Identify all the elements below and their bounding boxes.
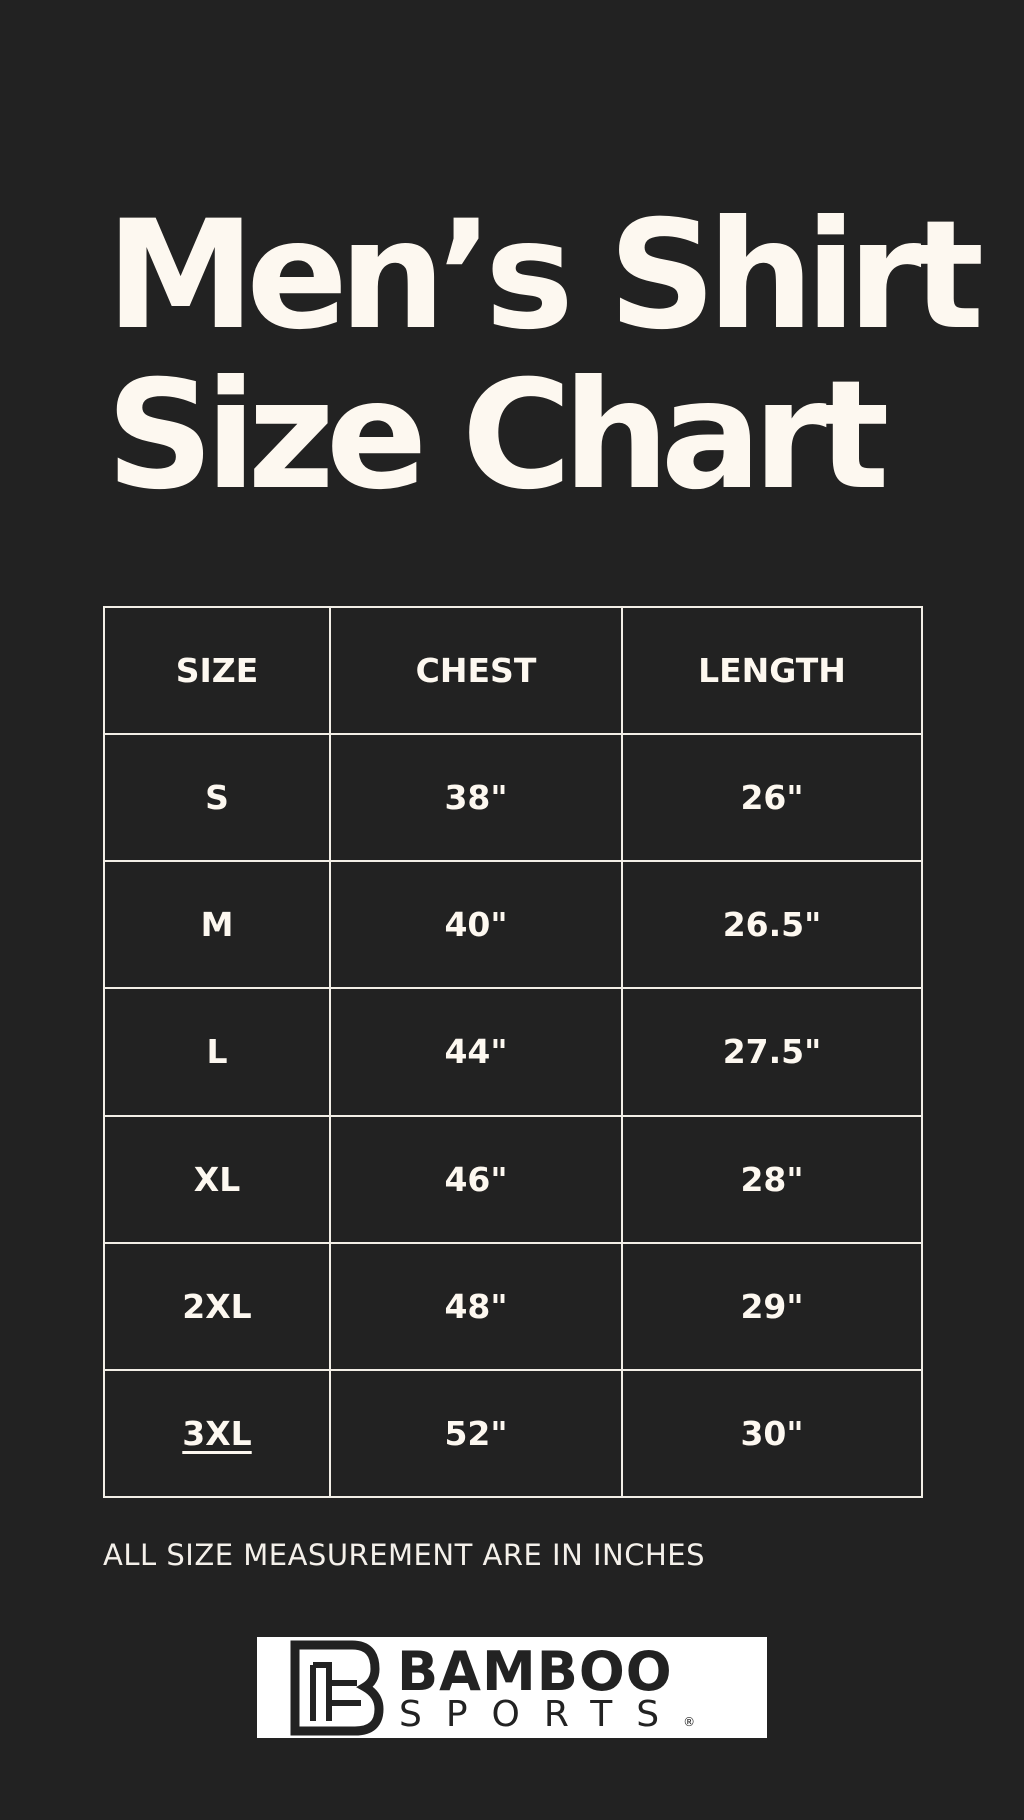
- title-line-1: Men’s Shirt: [106, 189, 984, 363]
- cell-chest: 44": [329, 987, 623, 1117]
- cell-size: 3XL: [103, 1368, 331, 1499]
- size-chart-table: SIZE CHEST LENGTH S 38" 26" M 40" 26.5" …: [103, 605, 923, 1499]
- cell-length: 26": [621, 733, 923, 863]
- cell-chest: 38": [329, 733, 623, 863]
- logo-brand-name: BAMBOO: [397, 1640, 673, 1703]
- cell-chest: 40": [329, 860, 623, 990]
- cell-size: S: [103, 733, 331, 863]
- cell-length: 30": [621, 1368, 923, 1499]
- table-row: S 38" 26": [103, 733, 923, 863]
- title-line-2: Size Chart: [106, 349, 889, 523]
- table-row: 2XL 48" 29": [103, 1241, 923, 1371]
- cell-length: 27.5": [621, 987, 923, 1117]
- logo-brand-sub: SPORTS®: [399, 1697, 695, 1740]
- cell-size: XL: [103, 1114, 331, 1244]
- bamboo-sports-logo: BAMBOO SPORTS®: [257, 1637, 767, 1738]
- bamboo-b-monogram-icon: [290, 1640, 384, 1736]
- table-header-row: SIZE CHEST LENGTH: [103, 605, 923, 736]
- header-size: SIZE: [103, 605, 331, 736]
- cell-length: 29": [621, 1241, 923, 1371]
- header-length: LENGTH: [621, 605, 923, 736]
- page-title: Men’s Shirt Size Chart: [106, 189, 984, 523]
- cell-size: M: [103, 860, 331, 990]
- cell-size: L: [103, 987, 331, 1117]
- cell-chest: 48": [329, 1241, 623, 1371]
- measurement-note: ALL SIZE MEASUREMENT ARE IN INCHES: [103, 1538, 706, 1572]
- header-chest: CHEST: [329, 605, 623, 736]
- cell-length: 28": [621, 1114, 923, 1244]
- table-row: M 40" 26.5": [103, 860, 923, 990]
- registered-mark: ®: [683, 1715, 696, 1729]
- cell-length: 26.5": [621, 860, 923, 990]
- logo-sports-text: SPORTS: [399, 1694, 684, 1735]
- cell-chest: 46": [329, 1114, 623, 1244]
- table-row: XL 46" 28": [103, 1114, 923, 1244]
- table-row: 3XL 52" 30": [103, 1368, 923, 1499]
- table-row: L 44" 27.5": [103, 987, 923, 1117]
- cell-chest: 52": [329, 1368, 623, 1499]
- cell-size: 2XL: [103, 1241, 331, 1371]
